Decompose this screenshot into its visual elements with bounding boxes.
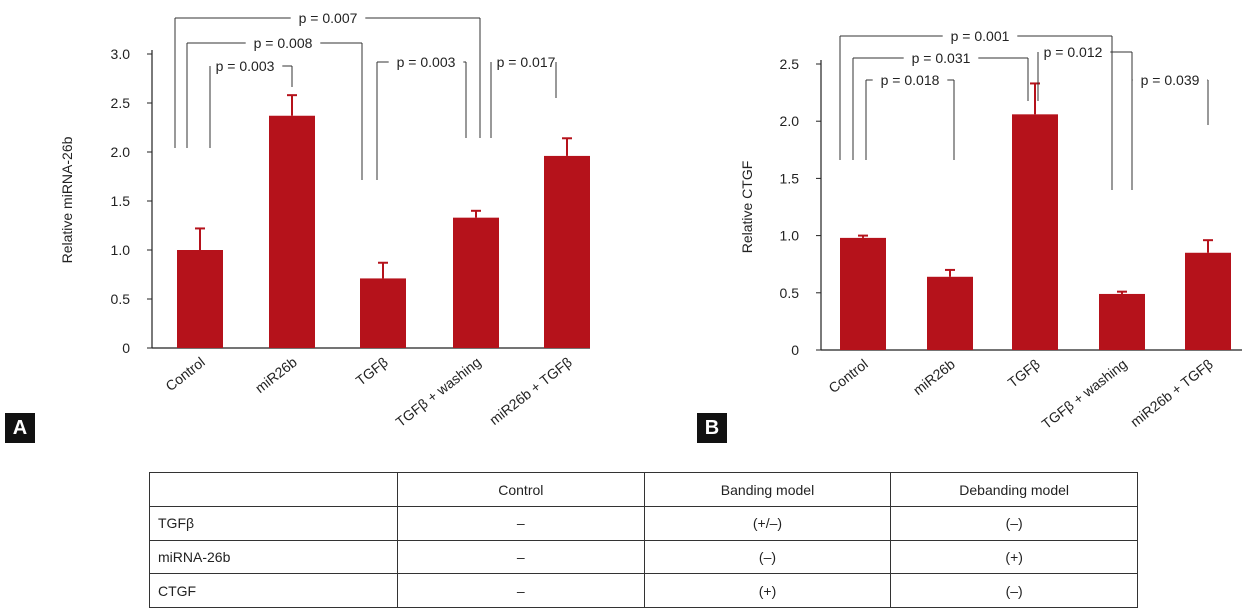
p-value-label: p = 0.031 <box>912 50 971 66</box>
x-tick-label: TGFβ <box>1005 356 1043 391</box>
y-tick-label: 1.5 <box>780 170 800 186</box>
figure-charts: 0 0.5 1.0 1.5 2.0 2.5 3.0 Relative miRNA-26b Con… <box>59 10 1242 432</box>
table-row: CTGF – (+) (–) <box>149 573 1138 608</box>
table-header-row: Control Banding model Debanding model <box>149 472 1138 507</box>
bar <box>1012 114 1058 350</box>
y-tick-label: 1.5 <box>111 193 131 209</box>
p-value-label: p = 0.017 <box>497 54 556 70</box>
panel-label-a: A <box>5 413 35 443</box>
y-tick-label: 0 <box>791 342 799 358</box>
y-axis-label: Relative CTGF <box>739 161 755 254</box>
panel-label-b: B <box>697 413 727 443</box>
table-cell: (+) <box>890 539 1138 575</box>
bar <box>177 250 223 348</box>
table-cell: – <box>397 539 645 575</box>
table-cell: – <box>397 506 645 541</box>
x-tick-label: TGFβ + washing <box>393 354 484 430</box>
x-tick-label: TGFβ + washing <box>1039 356 1130 432</box>
table-row-label: miRNA-26b <box>149 539 398 575</box>
x-tick-label: miR26b <box>910 356 958 398</box>
table-cell: (+) <box>643 573 892 608</box>
chart-panel-b: 0 0.5 1.0 1.5 2.0 2.5 Relative CTGF Control miR2… <box>739 28 1242 432</box>
p-value-label: p = 0.012 <box>1044 44 1103 60</box>
table-header-cell: Debanding model <box>890 472 1138 507</box>
p-value-label: p = 0.018 <box>881 72 940 88</box>
table-header-cell: Banding model <box>643 472 892 507</box>
p-value-label: p = 0.039 <box>1141 72 1200 88</box>
x-tick-label: TGFβ <box>353 354 391 389</box>
x-tick-label: miR26b <box>252 354 300 396</box>
bar <box>269 115 315 349</box>
x-tick-label: miR26b + TGFβ <box>486 354 575 428</box>
table-cell: (–) <box>643 539 892 575</box>
y-tick-label: 0.5 <box>780 285 800 301</box>
table-row: TGFβ – (+/–) (–) <box>149 506 1138 541</box>
y-tick-label: 2.0 <box>111 144 131 160</box>
table-row: miRNA-26b – (–) (+) <box>149 539 1138 575</box>
bar <box>544 155 590 348</box>
table-row-label: TGFβ <box>149 506 398 541</box>
table-cell: (–) <box>890 506 1138 541</box>
p-value-label: p = 0.003 <box>216 58 275 74</box>
p-value-label: p = 0.003 <box>397 54 456 70</box>
bar <box>453 217 499 348</box>
bar <box>840 237 886 350</box>
p-value-label: p = 0.007 <box>299 10 358 26</box>
x-tick-label: miR26b + TGFβ <box>1127 356 1216 430</box>
table-cell: (–) <box>890 573 1138 608</box>
chart-panel-a: 0 0.5 1.0 1.5 2.0 2.5 3.0 Relative miRNA-26b Con… <box>59 10 590 430</box>
p-value-label: p = 0.008 <box>254 35 313 51</box>
y-tick-label: 2.5 <box>780 56 800 72</box>
y-tick-label: 3.0 <box>111 46 131 62</box>
y-tick-label: 0.5 <box>111 291 131 307</box>
y-axis-label: Relative miRNA-26b <box>59 136 75 263</box>
y-tick-label: 1.0 <box>111 242 131 258</box>
bar <box>1099 293 1145 350</box>
y-tick-label: 0 <box>122 340 130 356</box>
bar <box>360 278 406 348</box>
table-row-label: CTGF <box>149 573 398 608</box>
table-cell: (+/–) <box>643 506 892 541</box>
summary-table: Control Banding model Debanding model TG… <box>149 472 1138 608</box>
x-tick-label: Control <box>825 356 870 396</box>
bar <box>1185 252 1231 350</box>
table-header-cell <box>149 472 398 507</box>
bar <box>927 276 973 350</box>
x-tick-label: Control <box>162 354 207 394</box>
y-tick-label: 1.0 <box>780 228 800 244</box>
table-header-cell: Control <box>397 472 645 507</box>
y-tick-label: 2.0 <box>780 113 800 129</box>
p-value-label: p = 0.001 <box>951 28 1010 44</box>
table-cell: – <box>397 573 645 608</box>
y-tick-label: 2.5 <box>111 95 131 111</box>
